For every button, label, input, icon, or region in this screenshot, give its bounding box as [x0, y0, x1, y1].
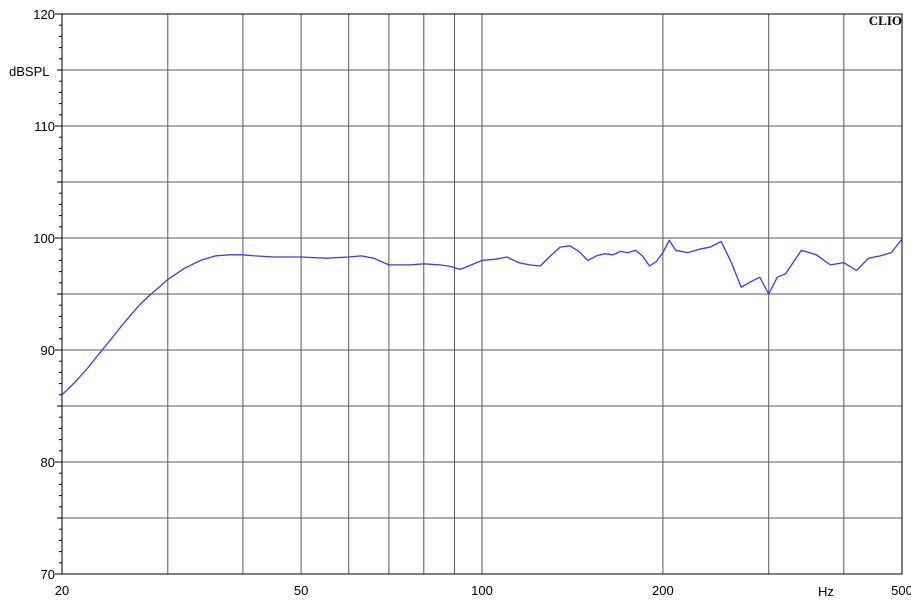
y-tick-label: 70 — [41, 567, 55, 582]
spl-response-line — [61, 238, 903, 396]
brand-label: CLIO — [869, 13, 902, 28]
x-tick-label: 200 — [652, 583, 674, 598]
x-tick-label: 100 — [471, 583, 493, 598]
y-tick-label: 80 — [41, 455, 55, 470]
y-tick-label: 90 — [41, 343, 55, 358]
series-layer — [61, 238, 903, 396]
y-tick-label: 110 — [34, 119, 55, 134]
x-tick-label: 50 — [294, 583, 308, 598]
x-tick-label: 20 — [55, 583, 69, 598]
x-tick-label: 500 — [891, 583, 911, 598]
x-axis-label: Hz — [818, 584, 834, 599]
y-tick-label: 120 — [33, 7, 55, 22]
tick-labels: 70 80 90 100 110 120 20 50 100 200 500 — [33, 7, 911, 598]
y-tick-label: 100 — [33, 231, 55, 246]
tick-marks — [55, 13, 62, 575]
y-axis-label: dBSPL — [9, 64, 49, 79]
